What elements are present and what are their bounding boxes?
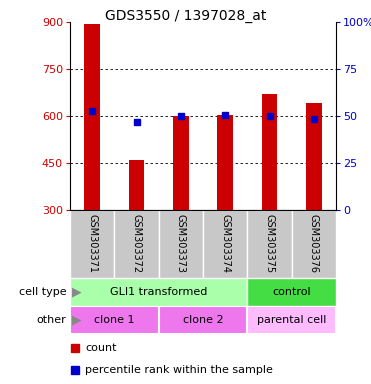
- Text: control: control: [272, 287, 311, 297]
- Bar: [85, 24, 100, 210]
- Text: GSM303375: GSM303375: [265, 214, 275, 273]
- Text: ▶: ▶: [72, 313, 82, 326]
- Text: cell type: cell type: [19, 287, 66, 297]
- Text: other: other: [36, 315, 66, 325]
- Bar: [203, 210, 247, 278]
- Bar: [114, 210, 159, 278]
- Text: ▶: ▶: [72, 285, 82, 298]
- Text: parental cell: parental cell: [257, 315, 326, 325]
- Bar: [159, 306, 247, 334]
- Bar: [247, 278, 336, 306]
- Text: GDS3550 / 1397028_at: GDS3550 / 1397028_at: [105, 9, 266, 23]
- Text: clone 1: clone 1: [94, 315, 135, 325]
- Bar: [129, 160, 144, 210]
- Text: GSM303372: GSM303372: [131, 214, 141, 273]
- Bar: [173, 116, 188, 210]
- Text: clone 2: clone 2: [183, 315, 223, 325]
- Bar: [70, 306, 159, 334]
- Text: GSM303376: GSM303376: [309, 215, 319, 273]
- Text: GSM303374: GSM303374: [220, 215, 230, 273]
- Bar: [70, 278, 247, 306]
- Bar: [247, 210, 292, 278]
- Bar: [247, 306, 336, 334]
- Text: GLI1 transformed: GLI1 transformed: [110, 287, 207, 297]
- Bar: [70, 210, 114, 278]
- Text: GSM303371: GSM303371: [87, 215, 97, 273]
- Text: percentile rank within the sample: percentile rank within the sample: [85, 365, 273, 375]
- Bar: [262, 94, 277, 210]
- Bar: [292, 210, 336, 278]
- Bar: [306, 103, 322, 210]
- Bar: [159, 210, 203, 278]
- Text: GSM303373: GSM303373: [176, 215, 186, 273]
- Bar: [217, 115, 233, 210]
- Text: count: count: [85, 343, 116, 353]
